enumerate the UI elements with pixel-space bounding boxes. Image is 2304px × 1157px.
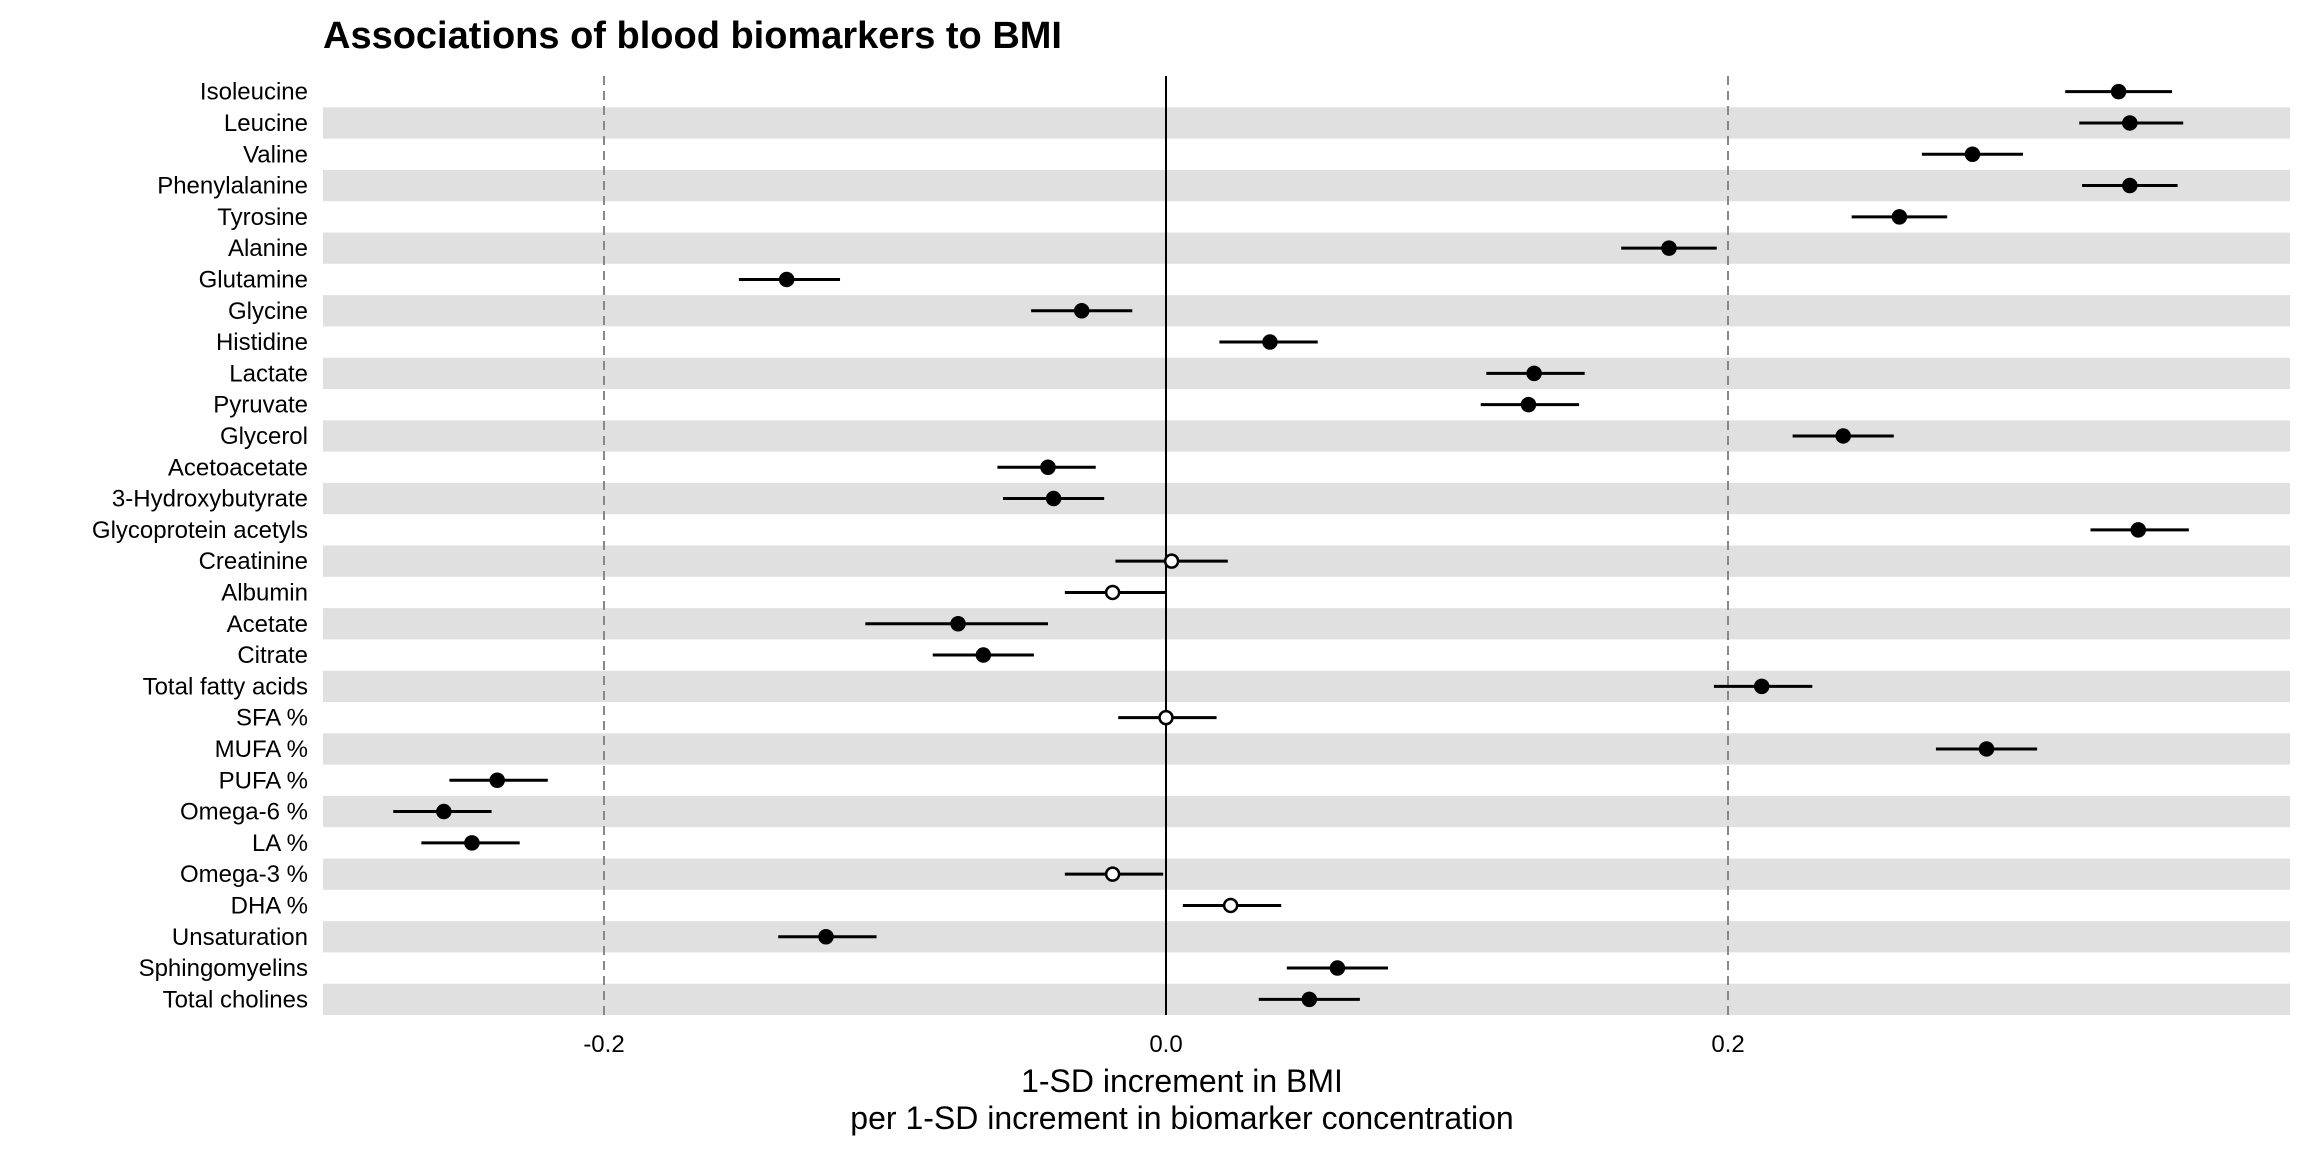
estimate-point [778, 271, 795, 288]
category-label: Acetate [227, 611, 308, 638]
estimate-point [1045, 490, 1062, 507]
estimate-point [1661, 240, 1677, 256]
category-label: Glycine [228, 298, 308, 325]
estimate-point [1835, 428, 1851, 444]
category-label: Phenylalanine [157, 173, 308, 200]
category-label: Alanine [228, 235, 308, 262]
estimate-point [2122, 115, 2138, 131]
category-label: Total cholines [163, 986, 308, 1013]
estimate-point [950, 616, 966, 632]
estimate-point [1964, 146, 1981, 162]
estimate-point [1158, 709, 1174, 726]
estimate-point [2122, 177, 2138, 194]
category-label: Leucine [224, 110, 308, 137]
category-label: Valine [243, 141, 308, 168]
category-label: Creatinine [199, 548, 308, 575]
category-label: Glycerol [220, 423, 308, 450]
estimate-point [1329, 960, 1346, 976]
estimate-point [1222, 897, 1239, 914]
row-band [323, 169, 2290, 202]
row-band [323, 795, 2290, 828]
category-label: Histidine [216, 329, 308, 356]
x-tick-label: 0.0 [1149, 1031, 1182, 1058]
row-band [323, 921, 2290, 953]
estimate-point [2110, 83, 2127, 100]
category-label: MUFA % [215, 736, 308, 763]
estimate-point [1301, 991, 1318, 1008]
x-tick-label: -0.2 [583, 1031, 624, 1058]
estimate-point [2130, 522, 2147, 538]
row-band [323, 357, 2290, 389]
estimate-point [818, 929, 834, 945]
category-label: SFA % [236, 705, 308, 732]
reference-lines [603, 76, 1729, 1015]
row-band [323, 295, 2290, 327]
data-marks [393, 83, 2189, 1008]
estimate-point [975, 647, 992, 663]
category-label: Glycoprotein acetyls [92, 517, 308, 544]
category-label: DHA % [231, 892, 308, 919]
row-band [323, 107, 2290, 139]
category-label: Lactate [229, 360, 308, 387]
row-band [323, 420, 2290, 452]
estimate-point [1073, 303, 1090, 319]
category-label: Glutamine [199, 266, 308, 293]
category-label: Tyrosine [217, 204, 308, 231]
x-tick-label: 0.2 [1711, 1031, 1744, 1058]
category-label: Isoleucine [200, 79, 308, 106]
row-band [323, 670, 2290, 702]
category-label: LA % [252, 830, 308, 857]
category-label: 3-Hydroxybutyrate [112, 486, 308, 513]
estimate-point [489, 772, 505, 788]
category-label: Albumin [221, 579, 308, 606]
estimate-point [1040, 459, 1056, 475]
row-band [323, 232, 2290, 264]
row-band [323, 545, 2290, 577]
estimate-point [1104, 866, 1121, 882]
category-label: Omega-3 % [180, 861, 308, 888]
x-axis-ticks: -0.2 0.0 0.2 [583, 1031, 1744, 1058]
row-bands [323, 107, 2290, 1015]
chart-title: Associations of blood biomarkers to BMI [323, 15, 1062, 57]
estimate-point [1978, 741, 1995, 757]
x-axis-subtitle: per 1-SD increment in biomarker concentr… [850, 1100, 1513, 1136]
estimate-point [436, 803, 452, 820]
estimate-point [1526, 365, 1542, 382]
estimate-point [1891, 209, 1908, 225]
estimate-point [1262, 334, 1278, 350]
category-label: Acetoacetate [168, 454, 308, 481]
estimate-point [1753, 678, 1770, 695]
x-axis-title: 1-SD increment in BMI [1021, 1063, 1343, 1099]
category-label: PUFA % [219, 767, 308, 794]
estimate-point [1520, 396, 1537, 413]
row-band [323, 608, 2290, 640]
estimate-point [1163, 553, 1180, 569]
estimate-point [1104, 584, 1121, 601]
estimate-point [464, 835, 480, 851]
category-label: Unsaturation [172, 924, 308, 951]
category-label: Sphingomyelins [139, 955, 308, 982]
category-label: Total fatty acids [143, 673, 308, 700]
category-label: Pyruvate [213, 392, 308, 419]
row-band [323, 482, 2290, 515]
category-label: Omega-6 % [180, 799, 308, 826]
category-labels: Isoleucine Leucine Valine Phenylalanine Tyro… [92, 79, 308, 1014]
category-label: Citrate [237, 642, 308, 669]
row-band [323, 858, 2290, 890]
